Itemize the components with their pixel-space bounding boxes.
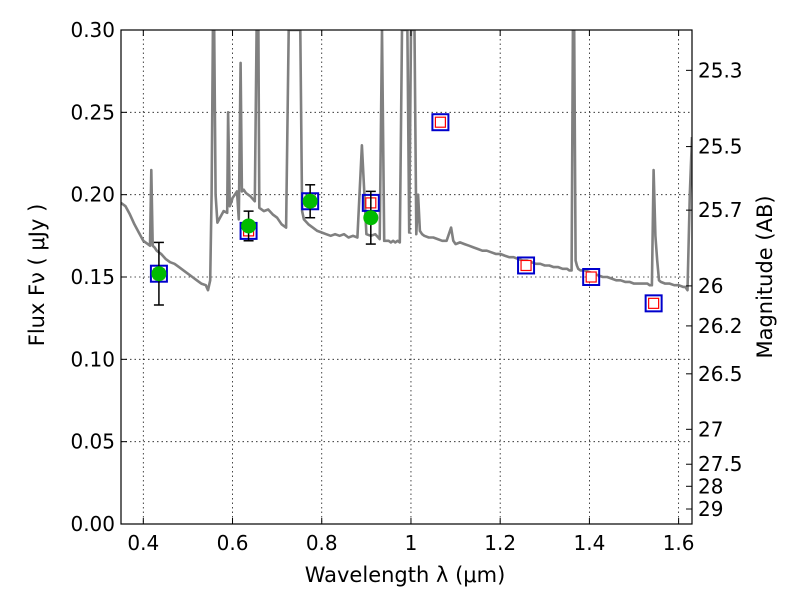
mag-tick-label-7: 27.5 (698, 452, 743, 476)
synthetic-square-outer-5 (517, 256, 536, 275)
synthetic-square-outer-6 (582, 268, 601, 286)
observed-point-1 (241, 210, 257, 242)
synthetic-point-7 (644, 294, 663, 313)
x-tick-label-5: 1.4 (573, 531, 605, 555)
mag-tick-label-6: 27 (698, 417, 723, 441)
x-tick-label-1: 0.6 (217, 531, 249, 555)
observed-marker-3 (363, 210, 379, 226)
axis-ticks: 0.4 0.6 0.8 1 1.2 1.4 1.6 0.00 0.05 0.10 0.15 0.20 0… (70, 18, 742, 555)
x-axis-label: Wavelength λ (μm) (305, 563, 506, 587)
mag-tick-label-4: 26.2 (698, 314, 743, 338)
y-tick-label-0: 0.00 (70, 512, 115, 536)
observed-point-0 (151, 241, 167, 306)
synthetic-square-inner-6 (585, 271, 597, 283)
observed-marker-1 (241, 218, 257, 234)
synthetic-square-inner-4 (434, 116, 447, 128)
x-tick-label-2: 0.8 (306, 531, 338, 555)
synthetic-square-inner-5 (520, 259, 532, 272)
y-tick-label-3: 0.15 (70, 265, 115, 289)
y-tick-label-2: 0.10 (70, 347, 115, 371)
mag-tick-label-0: 25.3 (698, 58, 743, 82)
observed-marker-2 (302, 193, 318, 209)
mag-tick-label-3: 26 (698, 274, 723, 298)
y-tick-label-1: 0.05 (70, 430, 115, 454)
y-tick-label-5: 0.25 (70, 100, 115, 124)
synthetic-square-outer-4 (431, 113, 450, 132)
y-tick-label-6: 0.30 (70, 18, 115, 42)
x-tick-label-3: 1 (405, 531, 418, 555)
synthetic-point-5 (517, 256, 536, 275)
mag-tick-label-1: 25.5 (698, 135, 743, 159)
y-axis-label: Flux Fν ( μJy ) (25, 204, 49, 347)
mag-tick-label-8: 28 (698, 474, 723, 498)
synthetic-point-6 (582, 268, 601, 286)
mag-tick-label-9: 29 (698, 497, 723, 521)
synthetic-point-4 (431, 113, 450, 132)
model-spectrum-line (121, 30, 692, 292)
observed-marker-0 (151, 266, 167, 282)
photometry-points-layer (149, 113, 663, 313)
observed-point-2 (302, 184, 318, 219)
model-spectrum-layer (121, 30, 692, 292)
x-tick-label-6: 1.6 (663, 531, 695, 555)
y-tick-label-4: 0.20 (70, 183, 115, 207)
mag-tick-label-2: 25.7 (698, 198, 743, 222)
synthetic-square-inner-7 (648, 297, 660, 309)
magnitude-axis-label: Magnitude (AB) (753, 195, 777, 358)
observed-point-3 (363, 190, 379, 245)
synthetic-square-outer-7 (644, 294, 663, 313)
mag-tick-label-5: 26.5 (698, 362, 743, 386)
x-tick-label-4: 1.2 (484, 531, 516, 555)
x-tick-label-0: 0.4 (127, 531, 159, 555)
